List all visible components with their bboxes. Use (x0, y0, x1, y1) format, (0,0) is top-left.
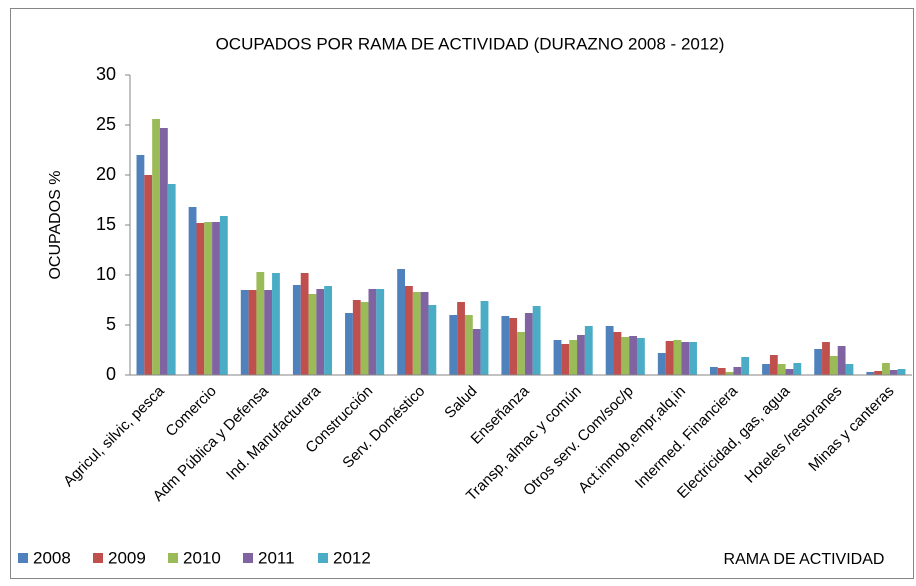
bar (292, 285, 301, 375)
bar (420, 292, 429, 375)
bar (256, 272, 265, 375)
bar (480, 301, 489, 375)
bar (368, 289, 377, 375)
bar (709, 367, 718, 375)
bar (733, 367, 742, 375)
y-tick-label: 0 (106, 364, 116, 384)
bar (524, 313, 533, 375)
bar (405, 286, 413, 375)
bar (345, 313, 353, 375)
bar (509, 318, 518, 375)
bar (673, 340, 682, 375)
bar (204, 222, 213, 375)
bar (360, 302, 369, 375)
bar (501, 316, 510, 375)
bar (577, 335, 585, 375)
bar (845, 364, 854, 375)
bar (517, 332, 525, 375)
bar (248, 290, 257, 375)
legend-swatch (168, 553, 178, 563)
bar (188, 207, 197, 375)
bar (412, 292, 421, 375)
bar (681, 342, 690, 375)
legend-swatch (318, 553, 328, 563)
bar (785, 369, 794, 375)
bar (741, 357, 750, 375)
bar (717, 368, 726, 375)
bar (472, 329, 481, 375)
y-tick-label: 30 (96, 64, 116, 84)
chart-title: OCUPADOS POR RAMA DE ACTIVIDAD (DURAZNO … (216, 34, 725, 53)
bar (240, 290, 249, 375)
bar (449, 315, 458, 375)
bar (584, 326, 593, 375)
bar (829, 356, 838, 375)
bar (152, 119, 160, 375)
legend-label: 2011 (258, 548, 295, 567)
legend-swatch (18, 553, 28, 563)
y-tick-label: 10 (96, 264, 116, 284)
bar (814, 349, 823, 375)
x-axis-title: RAMA DE ACTIVIDAD (724, 551, 885, 568)
bar (464, 315, 473, 375)
bar (196, 223, 205, 375)
bar (376, 289, 385, 375)
bar (777, 364, 786, 375)
bar (457, 302, 465, 375)
bar (212, 222, 220, 375)
bar (553, 340, 562, 375)
bar (569, 340, 578, 375)
y-axis-title: OCUPADOS % (47, 170, 64, 279)
bar (144, 175, 153, 375)
bar (561, 344, 570, 375)
bar (264, 290, 273, 375)
bar (621, 337, 630, 375)
bar (316, 289, 325, 375)
bar (532, 306, 541, 375)
bar (657, 353, 666, 375)
bar (300, 273, 309, 375)
bar (428, 305, 437, 375)
bar (629, 336, 637, 375)
y-tick-label: 20 (96, 164, 116, 184)
bar (866, 372, 875, 375)
y-tick-label: 15 (96, 214, 116, 234)
y-tick-label: 25 (96, 114, 116, 134)
legend-label: 2008 (33, 548, 71, 567)
legend-label: 2012 (333, 548, 371, 567)
bar (665, 341, 674, 375)
bar (762, 364, 770, 375)
bar (636, 338, 645, 375)
bar (882, 363, 890, 375)
bar (837, 346, 846, 375)
bar (874, 371, 883, 375)
bar (822, 342, 830, 375)
legend-swatch (93, 553, 103, 563)
y-tick-label: 5 (106, 314, 116, 334)
bar (613, 332, 622, 375)
bar (769, 355, 778, 375)
bar (308, 294, 317, 375)
bar (159, 128, 168, 375)
bar (136, 155, 145, 375)
legend-label: 2010 (183, 548, 221, 567)
bar (219, 216, 228, 375)
bar (605, 326, 614, 375)
bar (793, 363, 802, 375)
bar (725, 372, 734, 375)
bar (272, 273, 280, 375)
bar (167, 184, 176, 375)
bar (397, 269, 406, 375)
legend-swatch (243, 553, 253, 563)
bar (352, 300, 361, 375)
bar (689, 342, 697, 375)
legend-label: 2009 (108, 548, 146, 567)
bar (324, 286, 333, 375)
bar (889, 370, 898, 375)
bar (897, 369, 906, 375)
